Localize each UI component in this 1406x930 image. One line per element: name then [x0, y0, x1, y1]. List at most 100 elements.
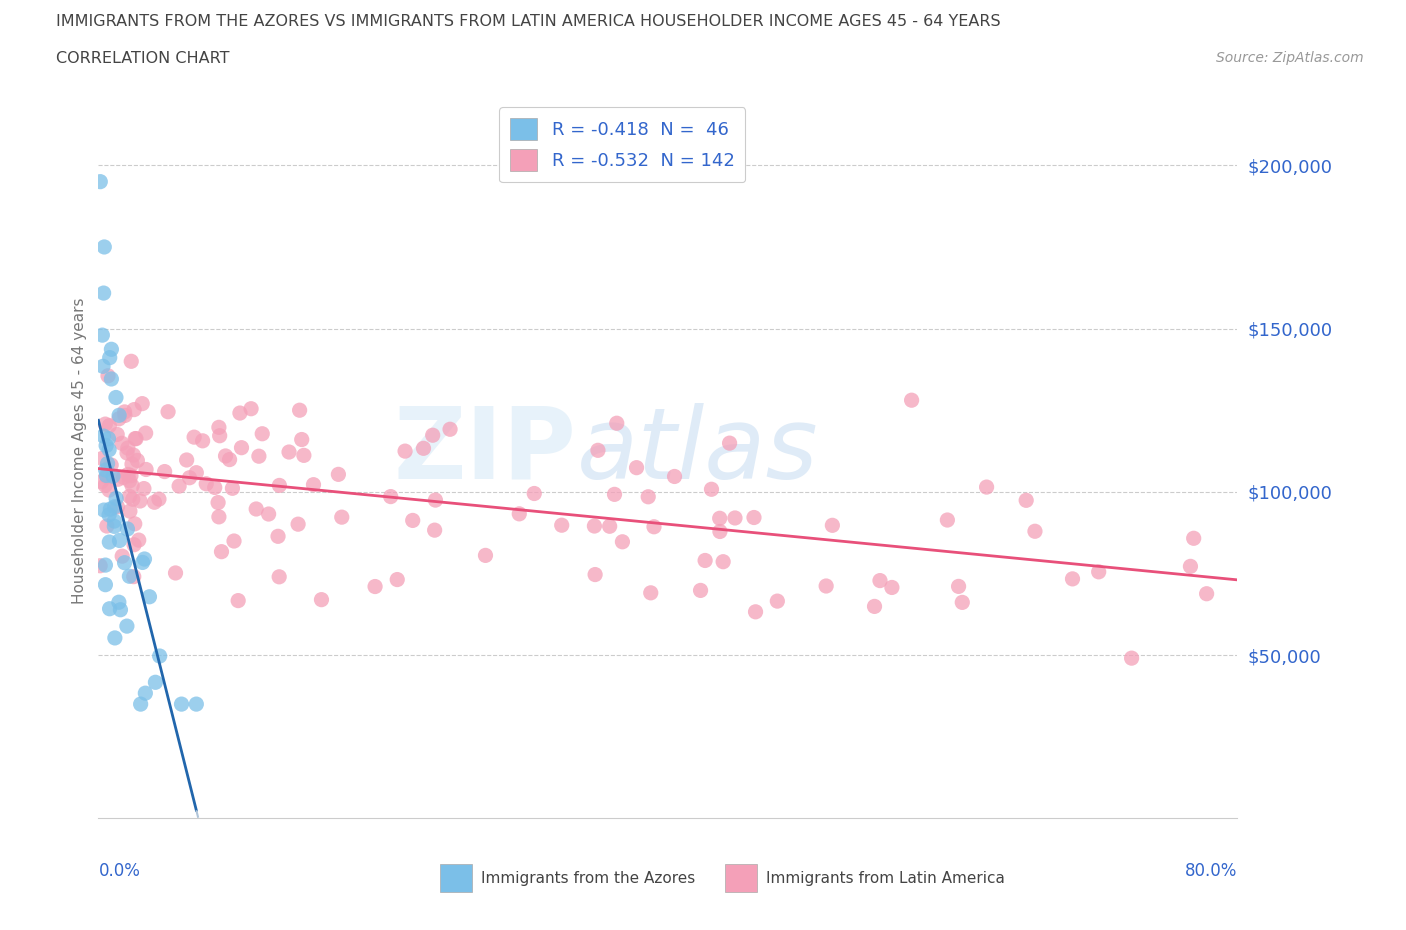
Point [98, 483, 121, 498]
Point [94, 438, 117, 453]
Point [98, 418, 121, 433]
Point [869, 573, 891, 588]
Point [120, 354, 142, 369]
Point [122, 569, 145, 584]
Point [551, 518, 574, 533]
Point [135, 462, 157, 477]
Point [208, 429, 231, 444]
Point [948, 579, 970, 594]
Point [121, 457, 143, 472]
Point [111, 436, 134, 451]
Point [134, 551, 156, 566]
Point [221, 481, 243, 496]
Point [380, 489, 402, 504]
Point [148, 492, 170, 507]
Point [103, 519, 125, 534]
Point [100, 501, 122, 516]
Point [744, 604, 766, 619]
Point [742, 510, 765, 525]
Point [252, 426, 274, 441]
Point [124, 516, 146, 531]
Point [91, 451, 114, 466]
Point [115, 618, 138, 633]
Point [711, 554, 734, 569]
Point [599, 519, 621, 534]
Point [153, 464, 176, 479]
Point [145, 675, 167, 690]
Point [111, 549, 134, 564]
Point [118, 473, 141, 488]
Point [94, 417, 117, 432]
Point [292, 448, 315, 463]
Point [94, 578, 117, 592]
Point [240, 401, 263, 416]
Point [387, 572, 409, 587]
Point [176, 453, 198, 468]
Point [208, 420, 231, 435]
Point [91, 327, 114, 342]
Point [114, 408, 136, 423]
Point [766, 593, 789, 608]
Point [330, 510, 353, 525]
Point [125, 432, 148, 446]
Point [105, 491, 128, 506]
FancyBboxPatch shape [440, 864, 472, 892]
Text: Immigrants from Latin America: Immigrants from Latin America [766, 871, 1005, 886]
Point [1182, 531, 1205, 546]
Point [643, 519, 665, 534]
Point [129, 494, 152, 509]
Point [603, 487, 626, 502]
Point [98, 351, 121, 365]
Point [97, 368, 120, 383]
Point [98, 443, 121, 458]
Point [231, 440, 253, 455]
Point [98, 508, 121, 523]
Point [439, 422, 461, 437]
Point [586, 443, 609, 458]
Point [170, 697, 193, 711]
Legend: R = -0.418  N =  46, R = -0.532  N = 142: R = -0.418 N = 46, R = -0.532 N = 142 [499, 108, 745, 182]
Point [863, 599, 886, 614]
Y-axis label: Householder Income Ages 45 - 64 years: Householder Income Ages 45 - 64 years [72, 298, 87, 604]
Point [226, 593, 249, 608]
Point [222, 534, 245, 549]
Point [724, 511, 747, 525]
Point [131, 555, 153, 570]
Point [120, 469, 142, 484]
Point [100, 371, 122, 386]
Point [402, 513, 425, 528]
Point [90, 474, 112, 489]
Text: Immigrants from the Azores: Immigrants from the Azores [481, 871, 696, 886]
Point [128, 533, 150, 548]
Point [218, 452, 240, 467]
Point [267, 529, 290, 544]
Point [1062, 571, 1084, 586]
Point [612, 535, 634, 550]
Point [96, 468, 118, 483]
Point [107, 472, 129, 486]
Point [100, 342, 122, 357]
Point [523, 486, 546, 501]
Point [637, 489, 659, 504]
Point [422, 428, 444, 443]
Point [1024, 524, 1046, 538]
Point [105, 427, 128, 442]
Point [207, 495, 229, 510]
Point [94, 478, 117, 493]
Point [104, 390, 127, 405]
Point [1087, 565, 1109, 579]
Point [108, 408, 131, 423]
Point [364, 579, 387, 594]
Point [149, 648, 172, 663]
Point [695, 553, 717, 568]
Point [186, 697, 208, 711]
Point [167, 479, 190, 494]
Point [103, 513, 125, 528]
Point [900, 392, 922, 407]
Point [138, 590, 160, 604]
Point [208, 510, 231, 525]
Point [269, 478, 291, 493]
Text: 80.0%: 80.0% [1185, 862, 1237, 881]
Point [328, 467, 350, 482]
Point [107, 499, 129, 514]
